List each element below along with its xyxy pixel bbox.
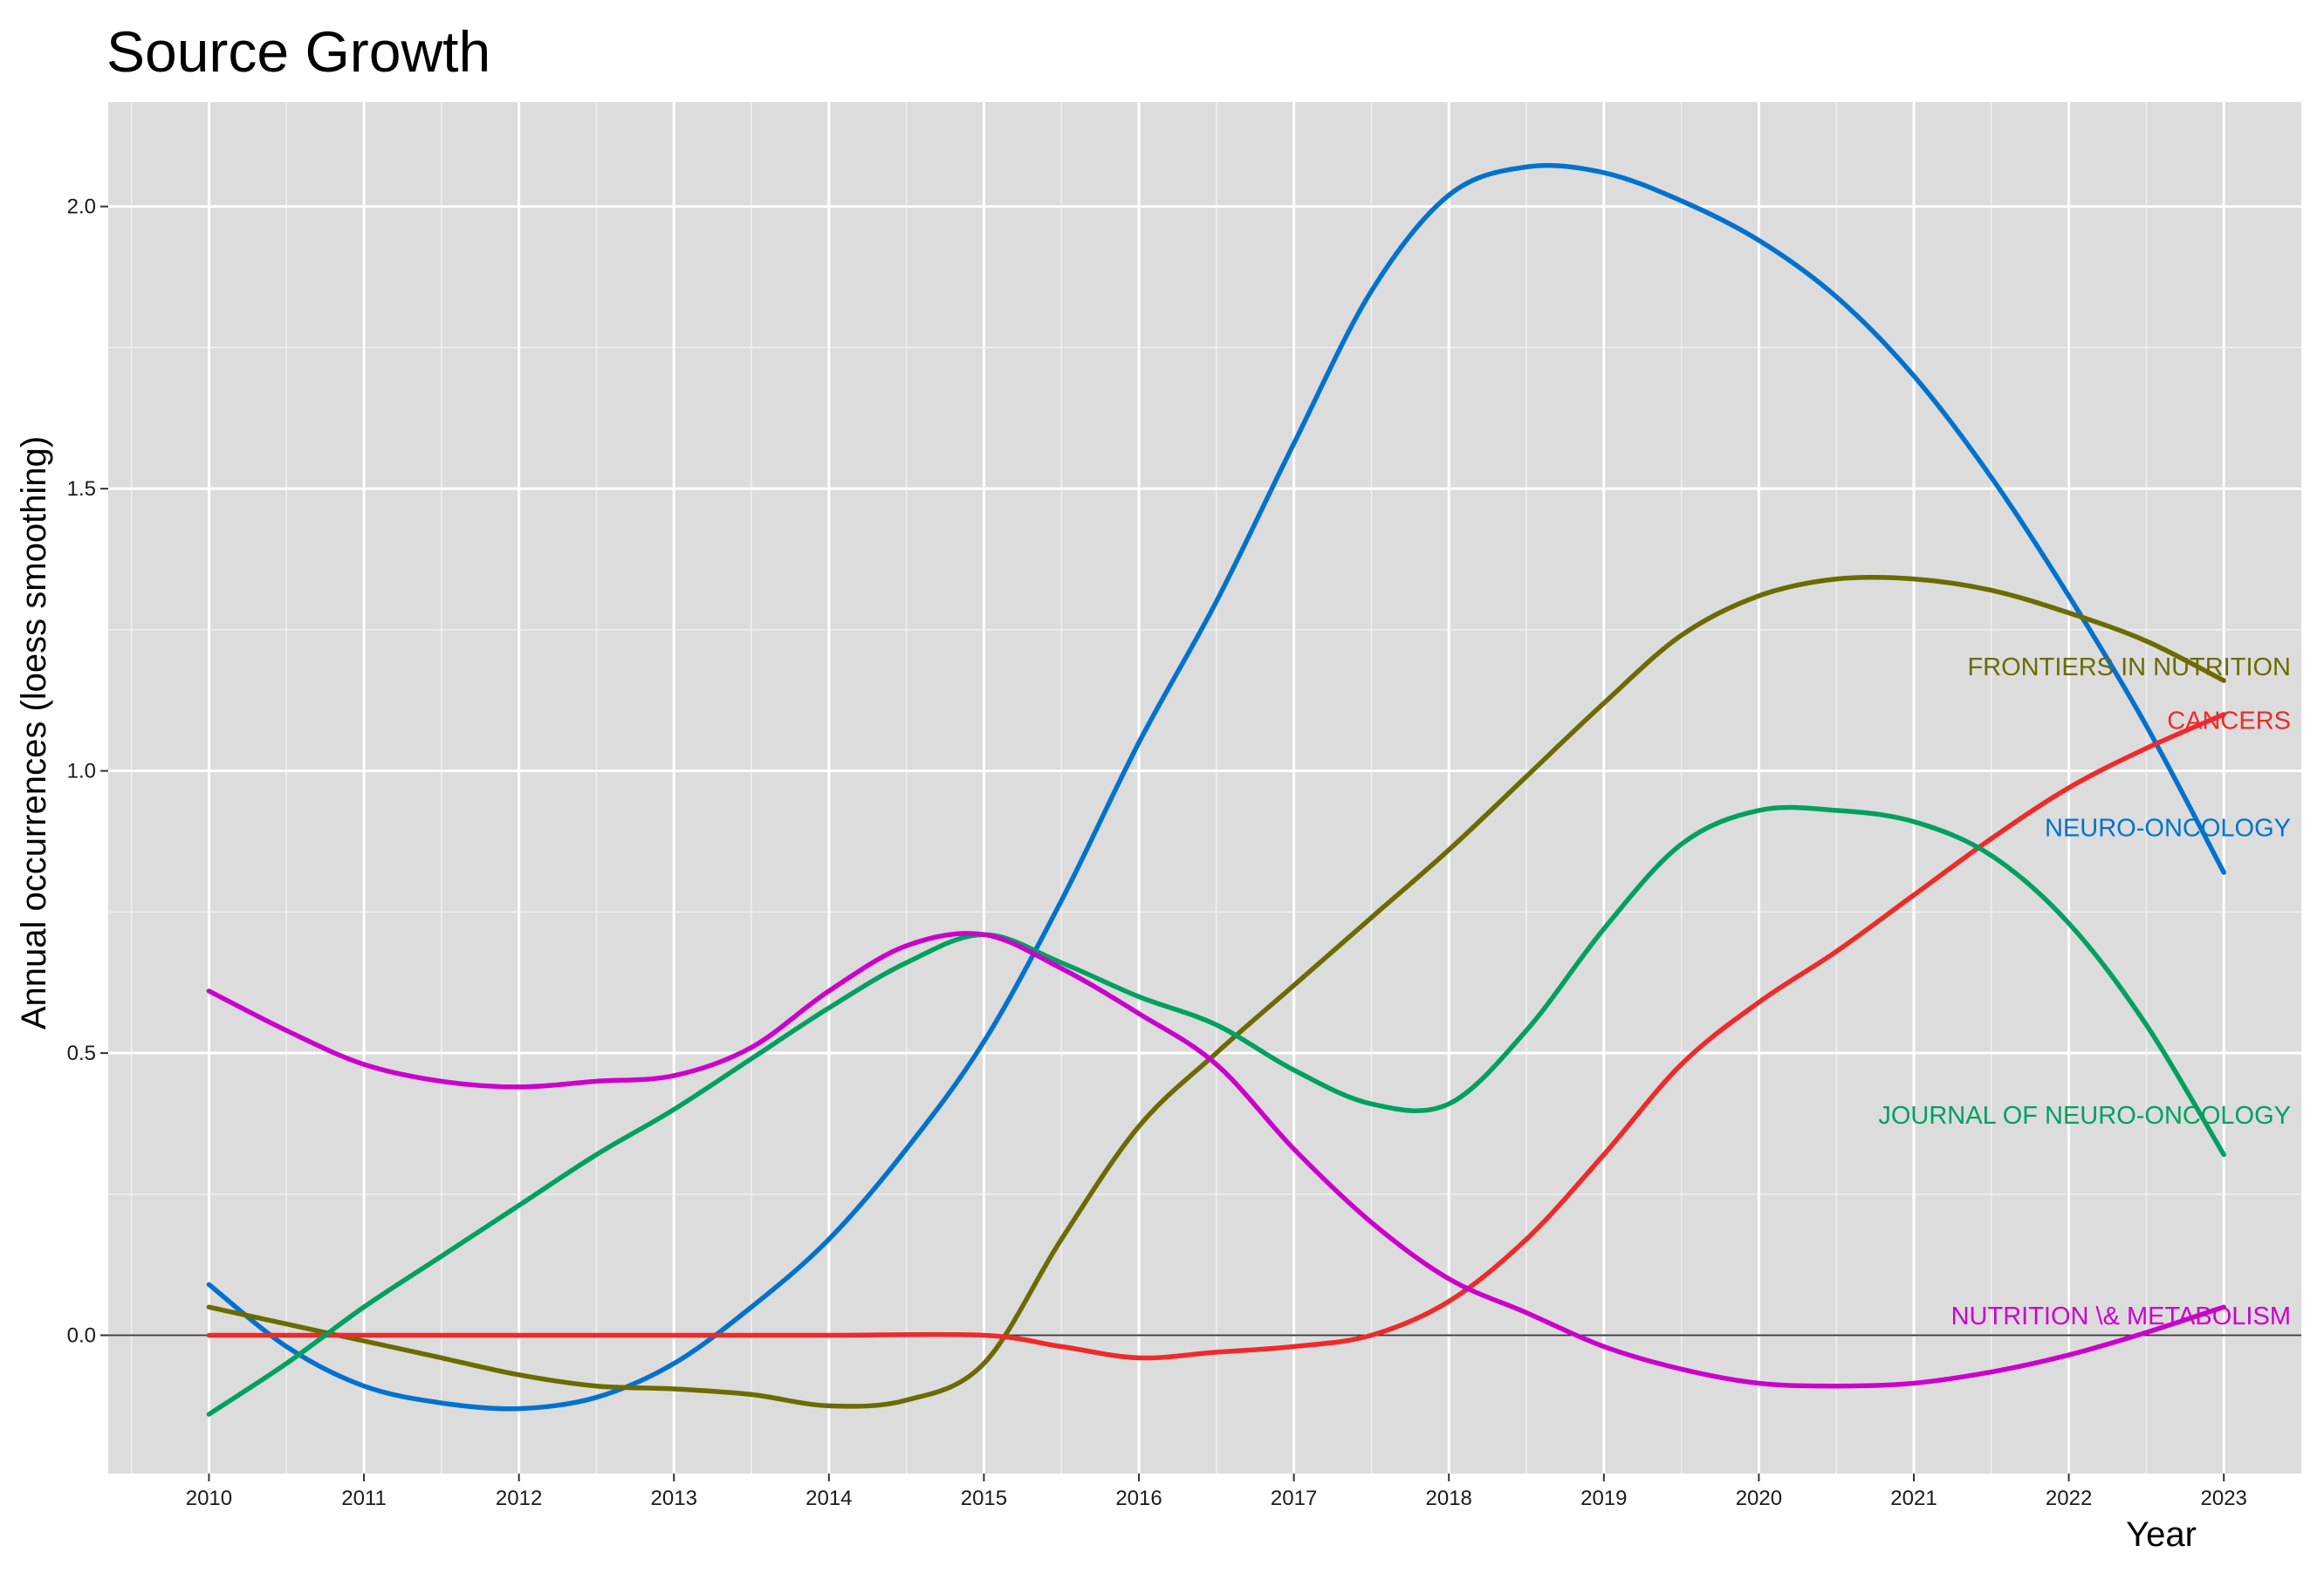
series-label-cancers: CANCERS xyxy=(2167,707,2291,735)
y-axis-title: Annual occurrences (loess smoothing) xyxy=(15,436,53,1029)
plot-panel xyxy=(108,102,2301,1474)
series-label-nutrition-metabolism: NUTRITION \& METABOLISM xyxy=(1951,1303,2291,1330)
x-tick-label: 2012 xyxy=(496,1487,542,1510)
series-label-frontiers-in-nutrition: FRONTIERS IN NUTRITION xyxy=(1967,653,2291,681)
x-axis-title: Year xyxy=(2126,1515,2197,1554)
series-line-frontiers-in-nutrition xyxy=(206,574,2226,1409)
x-tick-label: 2022 xyxy=(2046,1487,2092,1510)
y-tick-label: 1.5 xyxy=(67,477,96,501)
x-tick-label: 2014 xyxy=(806,1487,852,1510)
x-tick-label: 2021 xyxy=(1890,1487,1937,1510)
x-tick-label: 2010 xyxy=(186,1487,232,1510)
series-labels: FRONTIERS IN NUTRITION CANCERS NEURO-ONCOL… xyxy=(1878,653,2291,1330)
minor-gridlines xyxy=(108,102,2301,1474)
y-tick-label: 1.0 xyxy=(67,760,96,783)
series-line-cancers xyxy=(206,712,2226,1361)
y-tick-label: 2.0 xyxy=(67,195,96,219)
x-tick-label: 2013 xyxy=(651,1487,697,1510)
x-tick-label: 2019 xyxy=(1580,1487,1627,1510)
x-tick-label: 2020 xyxy=(1736,1487,1782,1510)
series-label-neuro-oncology: NEURO-ONCOLOGY xyxy=(2045,814,2291,842)
x-tick-label: 2018 xyxy=(1426,1487,1472,1510)
y-axis: 0.0 0.5 1.0 1.5 2.0 xyxy=(67,195,108,1348)
series-line-journal-of-neuro-oncology xyxy=(206,804,2226,1417)
x-tick-label: 2011 xyxy=(341,1487,387,1510)
x-tick-label: 2015 xyxy=(961,1487,1007,1510)
x-tick-label: 2023 xyxy=(2201,1487,2247,1510)
chart-title: Source Growth xyxy=(106,19,490,84)
y-tick-label: 0.5 xyxy=(67,1042,96,1065)
x-tick-label: 2017 xyxy=(1271,1487,1317,1510)
series-label-journal-of-neuro-oncology: JOURNAL OF NEURO-ONCOLOGY xyxy=(1878,1102,2291,1130)
series-line-neuro-oncology xyxy=(206,162,2226,1412)
x-axis: 2010 2011 2012 2013 2014 2015 2016 2017 2018 2019… xyxy=(186,1474,2247,1510)
y-tick-label: 0.0 xyxy=(67,1324,96,1348)
series-line-nutrition-metabolism xyxy=(206,931,2226,1389)
series-lines xyxy=(206,162,2226,1417)
x-tick-label: 2016 xyxy=(1115,1487,1162,1510)
